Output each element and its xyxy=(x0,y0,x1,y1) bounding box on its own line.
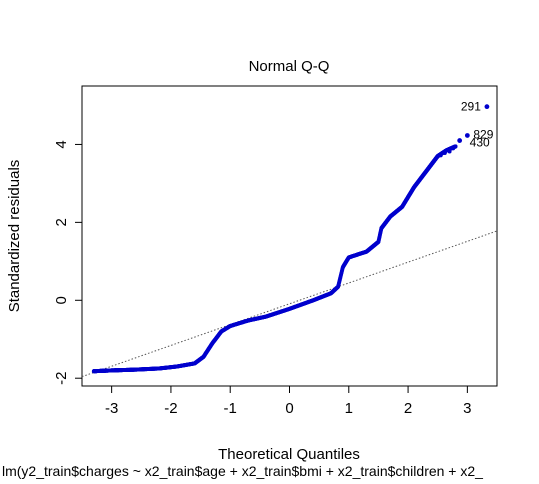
outlier-point xyxy=(457,138,463,143)
x-tick-label: -1 xyxy=(224,400,237,417)
y-tick-label: 4 xyxy=(53,140,70,148)
reference-line xyxy=(81,230,498,378)
plot-box xyxy=(81,85,498,387)
x-tick-label: 3 xyxy=(463,400,471,417)
data-point xyxy=(438,153,443,158)
chart-title: Normal Q-Q xyxy=(249,58,330,75)
x-tick-label: 2 xyxy=(404,400,412,417)
x-tick-label: -3 xyxy=(105,400,118,417)
x-axis: -3 -2 -1 0 1 2 3 xyxy=(105,386,472,417)
outlier-point xyxy=(464,133,470,138)
data-point xyxy=(451,146,456,151)
data-point xyxy=(447,149,452,154)
data-points xyxy=(91,104,490,374)
model-formula-subtitle: lm(y2_train$charges ~ x2_train$age + x2_… xyxy=(2,463,483,479)
outlier-point xyxy=(484,104,490,110)
point-label: 829 xyxy=(473,127,493,141)
data-point xyxy=(442,151,447,156)
y-tick-label: -2 xyxy=(53,372,70,385)
point-label: 430 xyxy=(470,136,490,150)
x-tick-label: -2 xyxy=(164,400,177,417)
x-tick-label: 0 xyxy=(285,400,293,417)
y-axis: -2 0 2 4 xyxy=(53,140,82,385)
y-axis-label: Standardized residuals xyxy=(6,160,23,313)
x-tick-label: 1 xyxy=(345,400,353,417)
y-tick-label: 0 xyxy=(53,296,70,304)
x-axis-label: Theoretical Quantiles xyxy=(218,446,360,463)
y-tick-label: 2 xyxy=(53,218,70,226)
point-label: 291 xyxy=(461,100,481,114)
